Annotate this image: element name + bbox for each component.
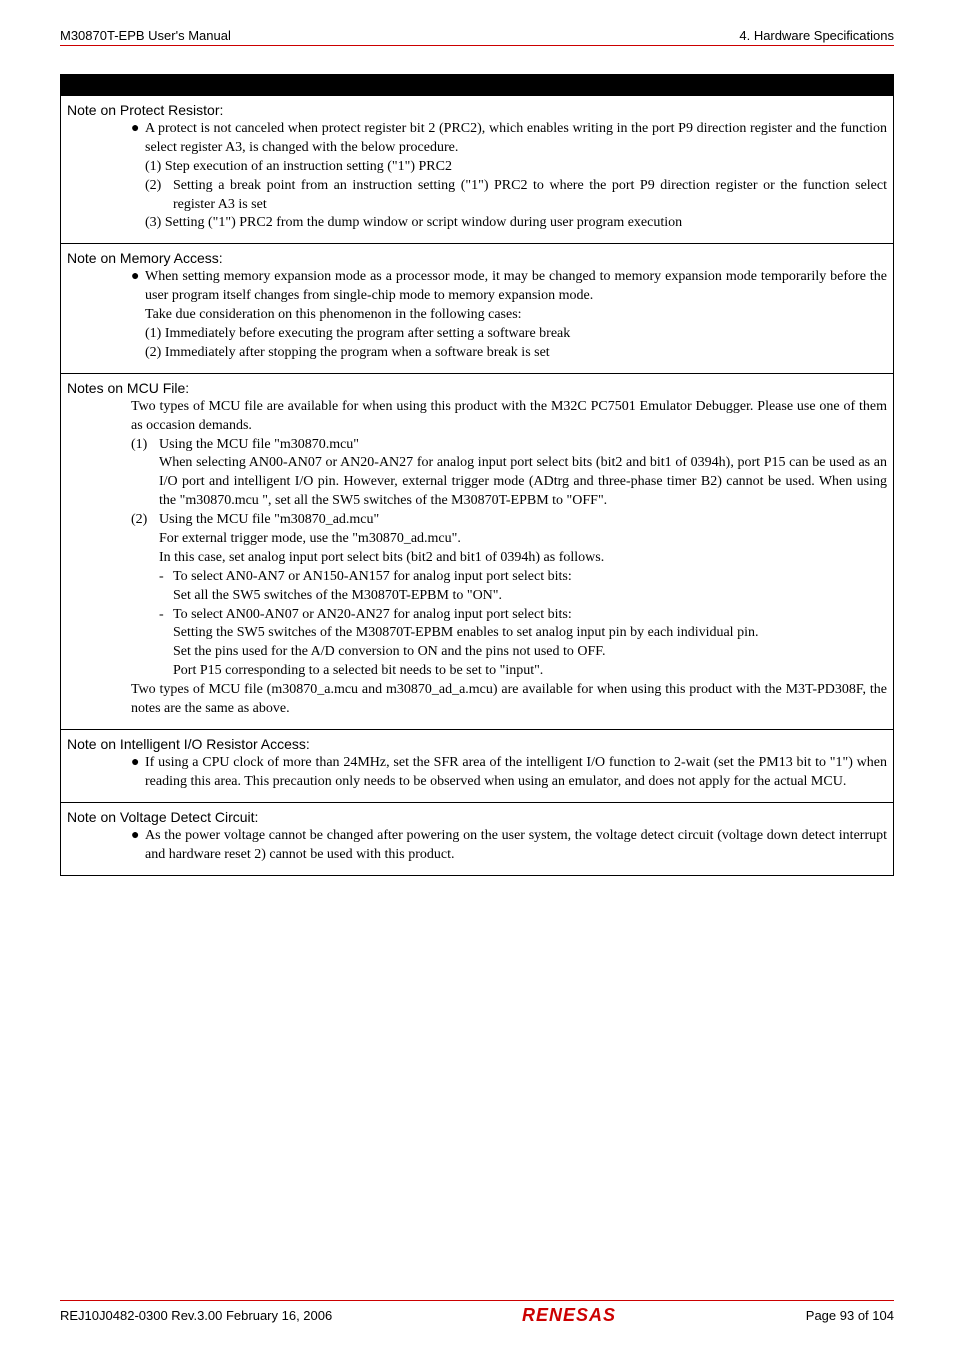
important-bar [60, 74, 894, 96]
sub-label: (2) [145, 177, 173, 215]
body-line: (2) Immediately after stopping the progr… [145, 344, 887, 363]
footer-left: REJ10J0482-0300 Rev.3.00 February 16, 20… [60, 1308, 332, 1323]
section-title: Note on Intelligent I/O Resistor Access: [67, 734, 887, 752]
bullet-text: As the power voltage cannot be changed a… [145, 827, 887, 865]
page-footer: REJ10J0482-0300 Rev.3.00 February 16, 20… [60, 1300, 894, 1326]
dash-body: Set the pins used for the A/D conversion… [159, 643, 887, 662]
section-title: Note on Protect Resistor: [67, 100, 887, 118]
dash-head: To select AN00-AN07 or AN20-AN27 for ana… [173, 606, 887, 625]
body-line: Take due consideration on this phenomeno… [145, 306, 887, 325]
dash-head: To select AN0-AN7 or AN150-AN157 for ana… [173, 568, 887, 587]
section-title: Note on Memory Access: [67, 248, 887, 266]
footer-right: Page 93 of 104 [806, 1308, 894, 1323]
body-line: In this case, set analog input port sele… [159, 549, 887, 568]
bullet-icon: ● [131, 268, 145, 306]
dash-icon: - [159, 568, 173, 587]
dash-body: Setting the SW5 switches of the M30870T-… [159, 624, 887, 643]
bullet-text: When setting memory expansion mode as a … [145, 268, 887, 306]
renesas-logo: RENESAS [522, 1305, 616, 1326]
bullet-text: If using a CPU clock of more than 24MHz,… [145, 754, 887, 792]
header-bar: M30870T-EPB User's Manual 4. Hardware Sp… [60, 28, 894, 46]
section-title: Notes on MCU File: [67, 378, 887, 396]
body-line: For external trigger mode, use the "m308… [159, 530, 887, 549]
bullet-icon: ● [131, 754, 145, 792]
sub-line: (1) Step execution of an instruction set… [145, 158, 887, 177]
bullet-icon: ● [131, 827, 145, 865]
note-mcu-file: Notes on MCU File: Two types of MCU file… [60, 374, 894, 730]
num-label: (1) [131, 436, 159, 455]
section-title: Note on Voltage Detect Circuit: [67, 807, 887, 825]
num-head: Using the MCU file "m30870_ad.mcu" [159, 511, 887, 530]
outro-text: Two types of MCU file (m30870_a.mcu and … [131, 681, 887, 719]
dash-icon: - [159, 606, 173, 625]
body-line: (1) Immediately before executing the pro… [145, 325, 887, 344]
header-left: M30870T-EPB User's Manual [60, 28, 231, 43]
bullet-icon: ● [131, 120, 145, 158]
num-body: When selecting AN00-AN07 or AN20-AN27 fo… [131, 454, 887, 511]
intro-text: Two types of MCU file are available for … [131, 398, 887, 436]
note-protect-resistor: Note on Protect Resistor: ● A protect is… [60, 96, 894, 244]
num-label: (2) [131, 511, 159, 530]
header-right: 4. Hardware Specifications [739, 28, 894, 43]
dash-body: Set all the SW5 switches of the M30870T-… [159, 587, 887, 606]
note-voltage-detect: Note on Voltage Detect Circuit: ● As the… [60, 803, 894, 876]
sub-line: Setting a break point from an instructio… [173, 177, 887, 215]
note-memory-access: Note on Memory Access: ● When setting me… [60, 244, 894, 373]
sub-line: (3) Setting ("1") PRC2 from the dump win… [145, 214, 887, 233]
note-intelligent-io: Note on Intelligent I/O Resistor Access:… [60, 730, 894, 803]
num-head: Using the MCU file "m30870.mcu" [159, 436, 887, 455]
bullet-text: A protect is not canceled when protect r… [145, 120, 887, 158]
dash-body: Port P15 corresponding to a selected bit… [159, 662, 887, 681]
